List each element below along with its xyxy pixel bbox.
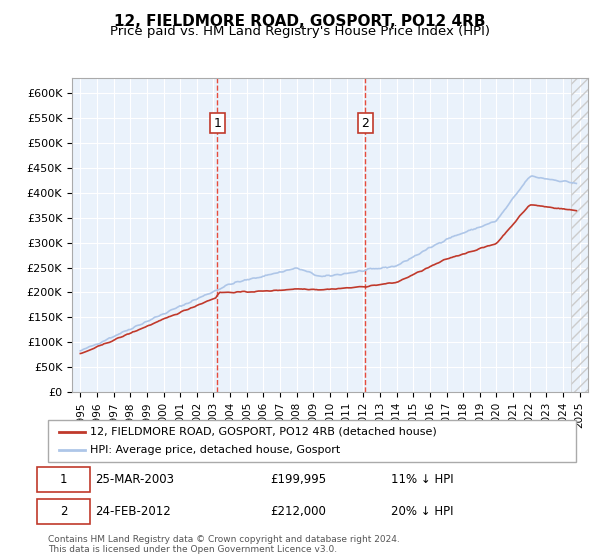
- Text: 2: 2: [60, 505, 68, 518]
- Text: 12, FIELDMORE ROAD, GOSPORT, PO12 4RB (detached house): 12, FIELDMORE ROAD, GOSPORT, PO12 4RB (d…: [90, 427, 437, 437]
- Text: 1: 1: [60, 473, 68, 486]
- Text: 20% ↓ HPI: 20% ↓ HPI: [391, 505, 454, 518]
- Text: 1: 1: [214, 116, 221, 130]
- Text: HPI: Average price, detached house, Gosport: HPI: Average price, detached house, Gosp…: [90, 445, 340, 455]
- FancyBboxPatch shape: [37, 466, 90, 492]
- Text: £199,995: £199,995: [270, 473, 326, 486]
- FancyBboxPatch shape: [37, 499, 90, 524]
- Text: £212,000: £212,000: [270, 505, 326, 518]
- Text: 2: 2: [362, 116, 370, 130]
- Text: 25-MAR-2003: 25-MAR-2003: [95, 473, 175, 486]
- FancyBboxPatch shape: [48, 420, 576, 462]
- Text: 24-FEB-2012: 24-FEB-2012: [95, 505, 171, 518]
- Text: 11% ↓ HPI: 11% ↓ HPI: [391, 473, 454, 486]
- Text: Contains HM Land Registry data © Crown copyright and database right 2024.
This d: Contains HM Land Registry data © Crown c…: [48, 535, 400, 554]
- Text: 12, FIELDMORE ROAD, GOSPORT, PO12 4RB: 12, FIELDMORE ROAD, GOSPORT, PO12 4RB: [114, 14, 486, 29]
- Text: Price paid vs. HM Land Registry's House Price Index (HPI): Price paid vs. HM Land Registry's House …: [110, 25, 490, 38]
